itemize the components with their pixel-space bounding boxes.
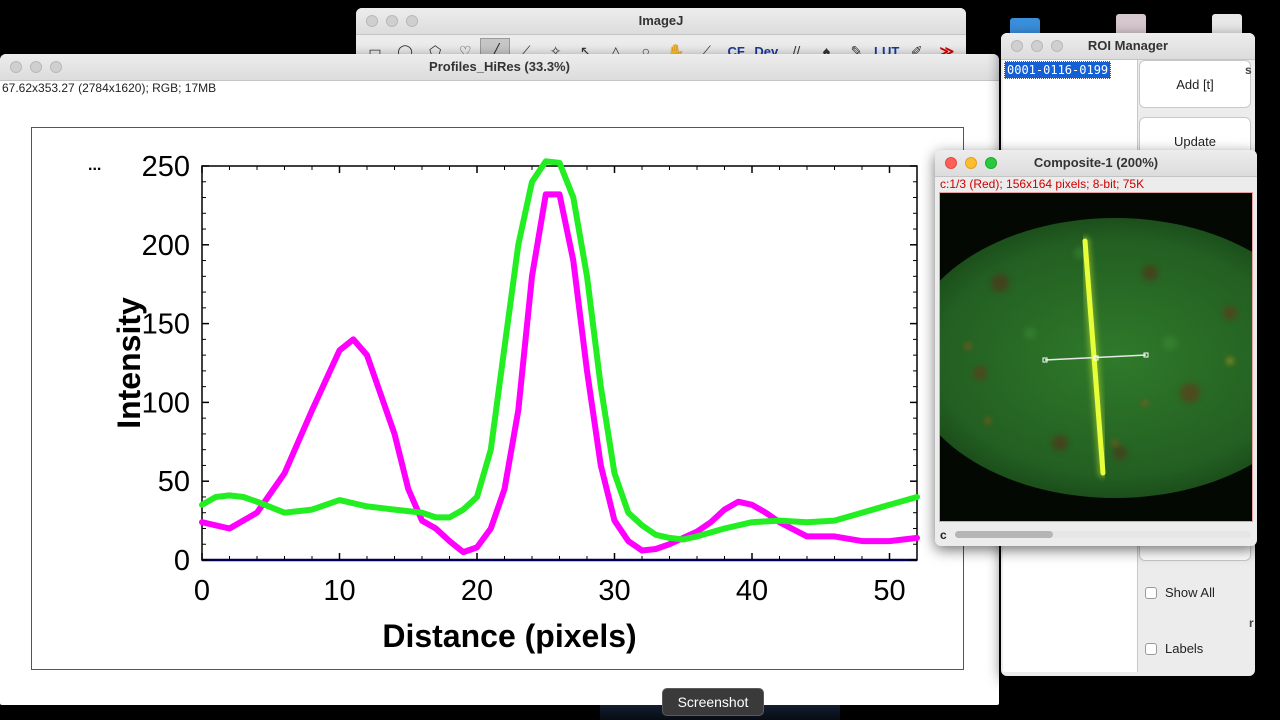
window-title: ROI Manager xyxy=(1087,38,1169,53)
image-info: 67.62x353.27 (2784x1620); RGB; 17MB xyxy=(2,81,217,95)
minimize-button[interactable] xyxy=(965,157,977,169)
brush-tool-icon[interactable]: ♠ xyxy=(822,43,831,59)
composite-window: Composite-1 (200%) c:1/3 (Red); 156x164 … xyxy=(935,150,1257,546)
x-tick-label: 0 xyxy=(194,575,210,607)
zoom-button[interactable] xyxy=(1051,40,1063,52)
y-axis-label: Intensity xyxy=(111,297,147,429)
plot-canvas[interactable]: 0 10 20 30 40 50 0 50 100 150 200 250 Distance (pixe… xyxy=(31,127,964,670)
plot-area-border xyxy=(201,165,918,561)
minimize-button[interactable] xyxy=(30,61,42,73)
labels-checkbox[interactable]: Labels xyxy=(1145,641,1203,656)
pen-tool-icon[interactable]: ✎ xyxy=(850,42,863,59)
button-label-fragment: s xyxy=(1245,63,1252,77)
stroke-tool-icon[interactable]: // xyxy=(792,43,801,59)
close-button[interactable] xyxy=(945,157,957,169)
channel-scrollbar[interactable] xyxy=(955,531,1251,538)
profiles-window: Profiles_HiRes (33.3%) 67.62x353.27 (278… xyxy=(0,54,999,705)
window-title: Profiles_HiRes (33.3%) xyxy=(429,59,570,74)
checkbox-box[interactable] xyxy=(1145,586,1157,599)
segmented-line-tool-icon[interactable]: ⟋ xyxy=(520,42,531,59)
show-all-checkbox[interactable]: Show All xyxy=(1145,585,1215,600)
profiles-titlebar[interactable]: Profiles_HiRes (33.3%) xyxy=(0,54,999,81)
x-axis-label: Distance (pixels) xyxy=(382,618,636,654)
imagej-titlebar[interactable]: ImageJ xyxy=(356,8,966,35)
magnifier-tool-icon[interactable]: ○ xyxy=(641,43,651,59)
wand-tool-icon[interactable]: ✧ xyxy=(549,42,562,59)
minimize-button[interactable] xyxy=(386,15,398,27)
zoom-button[interactable] xyxy=(985,157,997,169)
dropper-tool-icon[interactable]: ⟋ xyxy=(701,42,711,59)
close-button[interactable] xyxy=(366,15,378,27)
channel-slider-label: c xyxy=(940,528,947,542)
screenshot-tooltip[interactable]: Screenshot xyxy=(662,688,764,716)
close-button[interactable] xyxy=(1011,40,1023,52)
edit-tool-icon[interactable]: ✐ xyxy=(910,42,923,59)
y-tick-label: 250 xyxy=(142,151,190,183)
x-tick-label: 30 xyxy=(598,575,630,607)
y-tick-label: 100 xyxy=(142,387,190,419)
y-tick-label: 200 xyxy=(142,230,190,262)
labels-label: Labels xyxy=(1165,641,1204,656)
y-tick-label: 0 xyxy=(174,545,190,577)
x-tick-label: 40 xyxy=(736,575,768,607)
x-tick-label: 10 xyxy=(323,575,355,607)
image-info: c:1/3 (Red); 156x164 pixels; 8-bit; 75K xyxy=(940,177,1145,191)
x-tick-label: 50 xyxy=(873,575,905,607)
roi-manager-titlebar[interactable]: ROI Manager xyxy=(1001,33,1255,60)
zoom-button[interactable] xyxy=(406,15,418,27)
roi-list-item[interactable]: 0001-0116-0199 xyxy=(1004,61,1112,79)
scrollbar-thumb[interactable] xyxy=(955,531,1053,538)
angle-tool-icon[interactable]: △ xyxy=(610,42,622,59)
menu-dots-icon: ... xyxy=(88,157,101,174)
composite-image[interactable] xyxy=(939,192,1253,522)
minimize-button[interactable] xyxy=(1031,40,1043,52)
checkbox-box[interactable] xyxy=(1145,642,1157,655)
window-title: ImageJ xyxy=(638,13,684,28)
microscopy-image xyxy=(940,193,1252,521)
close-button[interactable] xyxy=(10,61,22,73)
add-button[interactable]: Add [t] xyxy=(1139,60,1251,108)
profile-plot: 0 10 20 30 40 50 0 50 100 150 200 250 Distance (pixe… xyxy=(88,151,920,654)
show-all-label: Show All xyxy=(1165,585,1215,600)
x-tick-label: 20 xyxy=(461,575,493,607)
series-line-2 xyxy=(199,158,920,543)
window-title: Composite-1 (200%) xyxy=(1033,155,1159,170)
zoom-button[interactable] xyxy=(50,61,62,73)
composite-titlebar[interactable]: Composite-1 (200%) xyxy=(935,150,1257,177)
y-tick-label: 150 xyxy=(142,309,190,341)
y-tick-label: 50 xyxy=(158,466,190,498)
series-line-1 xyxy=(199,191,920,556)
button-label-fragment: r xyxy=(1249,616,1254,630)
arrow-tool-icon[interactable]: ↖ xyxy=(579,42,592,59)
